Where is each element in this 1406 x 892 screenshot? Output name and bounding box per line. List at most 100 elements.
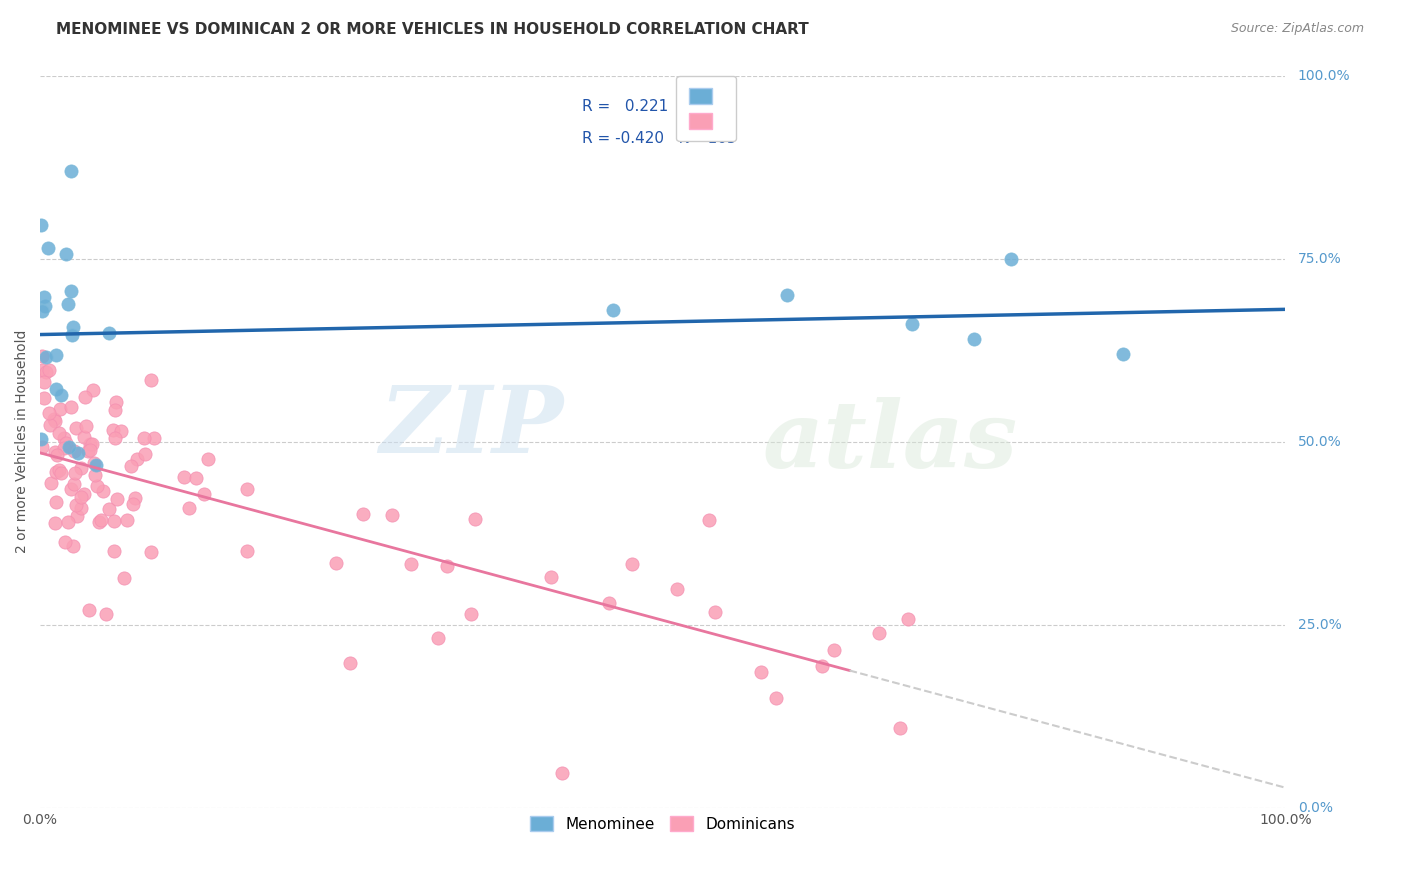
- Point: [52, 432, 75, 446]
- Point: [83, 467, 105, 482]
- Point: [110, 424, 132, 438]
- Point: [62, 320, 84, 334]
- Point: [59, 483, 82, 497]
- Point: [63, 477, 86, 491]
- Point: [460, 607, 482, 621]
- Point: [39, 475, 62, 490]
- Point: [53, 535, 76, 549]
- Point: [35, 351, 58, 365]
- Point: [197, 451, 219, 466]
- Point: [35, 365, 58, 379]
- Point: [139, 545, 162, 559]
- Point: [45, 495, 67, 509]
- Text: 0.0%: 0.0%: [1298, 801, 1333, 814]
- Point: [104, 431, 127, 445]
- Point: [45, 465, 67, 479]
- Point: [86, 479, 108, 493]
- Point: [142, 431, 165, 445]
- Point: [31, 363, 53, 377]
- Point: [79, 437, 101, 451]
- Point: [464, 511, 486, 525]
- Point: [80, 437, 103, 451]
- Text: ZIP: ZIP: [378, 382, 562, 472]
- Point: [776, 288, 799, 302]
- Point: [963, 332, 986, 346]
- Point: [30, 432, 52, 446]
- Point: [44, 414, 66, 428]
- Point: [65, 498, 87, 512]
- Point: [90, 513, 112, 527]
- Point: [44, 516, 66, 531]
- Point: [55, 436, 77, 450]
- Point: [105, 492, 128, 507]
- Point: [399, 557, 422, 571]
- Point: [134, 447, 156, 461]
- Point: [55, 247, 77, 261]
- Point: [697, 513, 720, 527]
- Point: [124, 491, 146, 506]
- Point: [1000, 252, 1022, 266]
- Point: [72, 430, 94, 444]
- Point: [235, 482, 257, 496]
- Point: [352, 508, 374, 522]
- Point: [51, 466, 73, 480]
- Point: [427, 632, 450, 646]
- Point: [32, 375, 55, 389]
- Point: [598, 596, 620, 610]
- Point: [115, 513, 138, 527]
- Point: [540, 570, 562, 584]
- Point: [59, 401, 82, 415]
- Point: [103, 514, 125, 528]
- Point: [60, 163, 83, 178]
- Point: [51, 387, 73, 401]
- Point: [381, 508, 404, 522]
- Point: [42, 411, 65, 425]
- Point: [77, 602, 100, 616]
- Point: [45, 383, 67, 397]
- Point: [94, 607, 117, 621]
- Point: [63, 467, 86, 481]
- Point: [48, 426, 70, 441]
- Point: [65, 421, 87, 435]
- Point: [900, 318, 922, 332]
- Point: [31, 304, 53, 318]
- Point: [65, 508, 87, 523]
- Point: [325, 557, 347, 571]
- Point: [79, 443, 101, 458]
- Point: [73, 487, 96, 501]
- Point: [45, 348, 67, 362]
- Point: [436, 558, 458, 573]
- Legend: Menominee, Dominicans: Menominee, Dominicans: [519, 804, 807, 844]
- Point: [103, 544, 125, 558]
- Point: [44, 444, 66, 458]
- Point: [34, 392, 56, 406]
- Point: [105, 395, 128, 409]
- Text: 25.0%: 25.0%: [1298, 617, 1341, 632]
- Point: [97, 326, 120, 340]
- Text: R =   0.221   N=  26: R = 0.221 N= 26: [582, 99, 735, 113]
- Point: [91, 484, 114, 499]
- Point: [868, 626, 890, 640]
- Point: [69, 461, 91, 475]
- Point: [235, 543, 257, 558]
- Point: [34, 299, 56, 313]
- Point: [134, 431, 156, 445]
- Point: [602, 302, 624, 317]
- Point: [98, 502, 121, 516]
- Point: [75, 419, 97, 434]
- Point: [127, 452, 149, 467]
- Point: [52, 441, 75, 455]
- Y-axis label: 2 or more Vehicles in Household: 2 or more Vehicles in Household: [15, 330, 30, 553]
- Point: [38, 363, 60, 377]
- Point: [177, 500, 200, 515]
- Point: [49, 401, 72, 416]
- Point: [84, 458, 107, 473]
- Point: [749, 665, 772, 680]
- Point: [139, 373, 162, 387]
- Point: [66, 446, 89, 460]
- Point: [666, 582, 689, 596]
- Point: [38, 406, 60, 420]
- Point: [46, 448, 69, 462]
- Point: [823, 643, 845, 657]
- Point: [82, 383, 104, 397]
